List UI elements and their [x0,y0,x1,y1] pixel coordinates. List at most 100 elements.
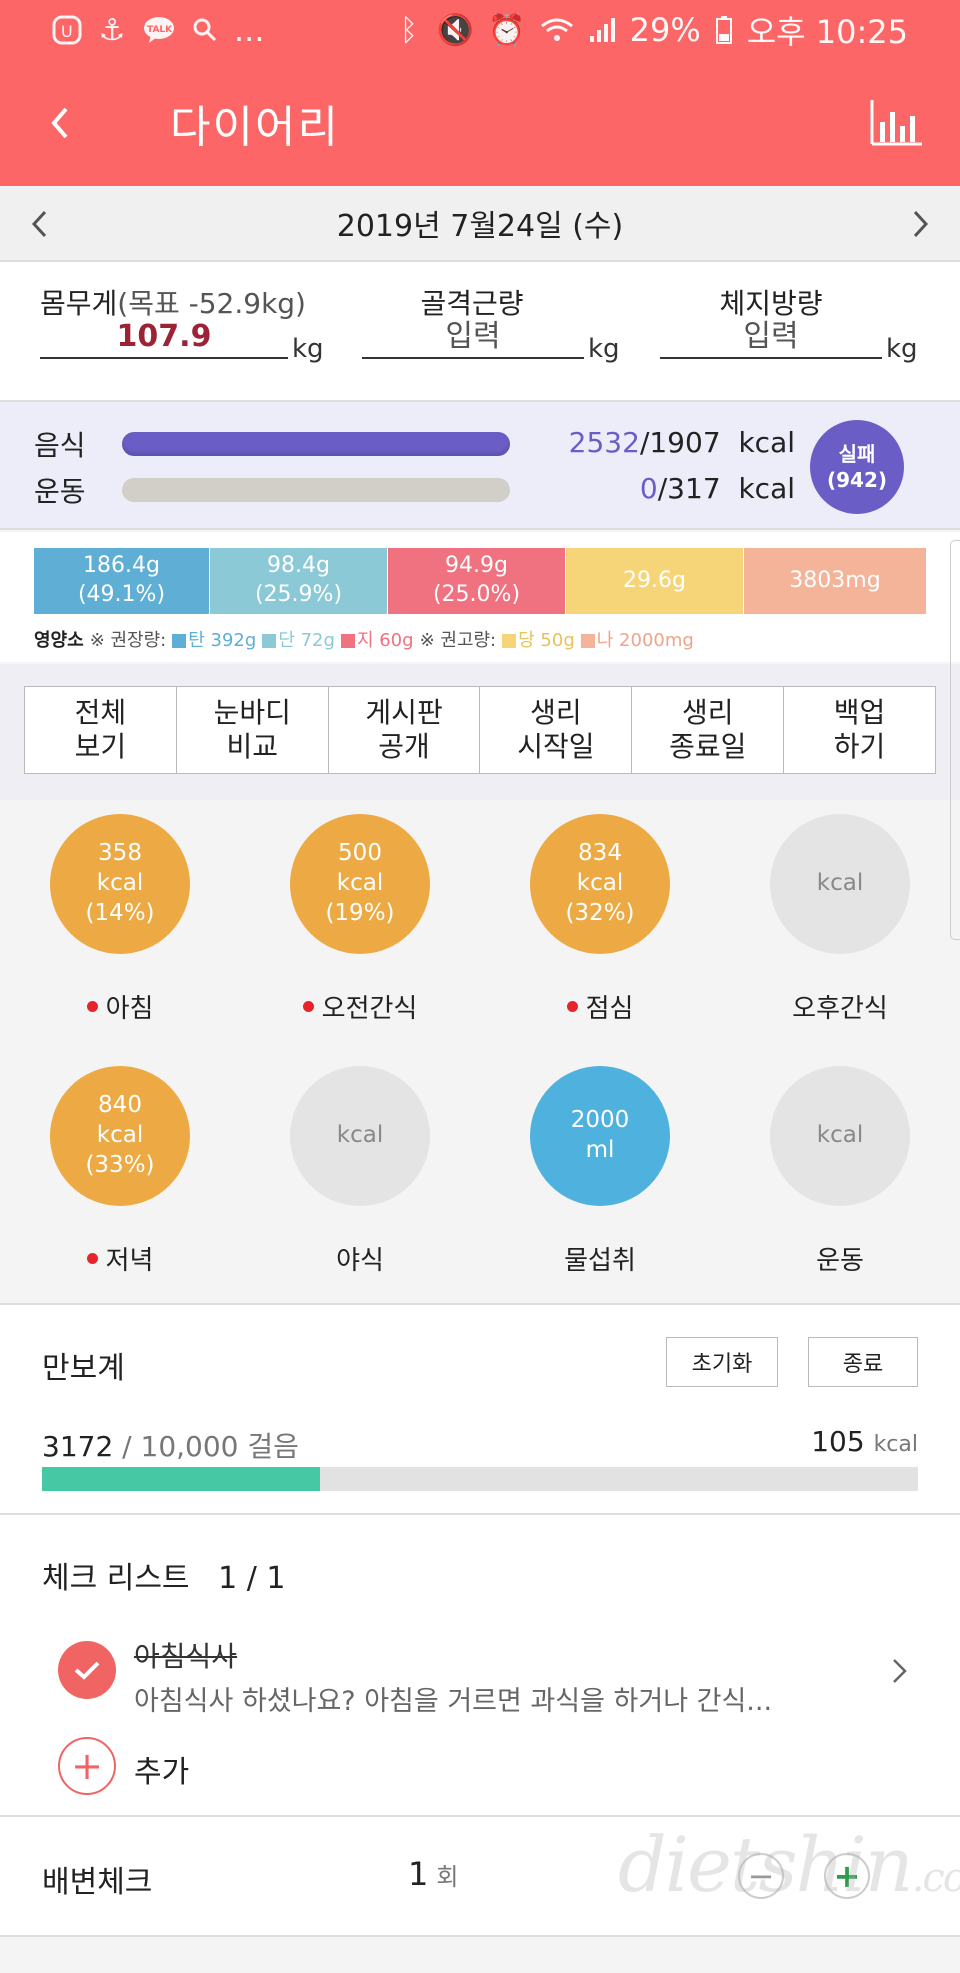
exercise-unit: kcal [738,472,795,505]
food-unit: kcal [738,426,795,459]
breakfast-circle[interactable]: 358 kcal (14%) [50,814,190,954]
limit-label: ※ 권고량: [419,630,497,651]
statistics-button[interactable] [864,90,930,156]
svg-text:TALK: TALK [147,25,173,35]
decrease-button[interactable]: − [738,1853,784,1899]
result-badge: 실패 (942) [810,420,904,514]
legend-protein: 단 72g [262,626,335,652]
anchor-icon: ⚓ [98,12,126,48]
checklist-section: 체크 리스트 1 / 1 아침식사 아침식사 하셨나요? 아침을 거르면 과식을… [0,1515,960,1817]
food-progress-bar [122,432,510,456]
search-icon [193,18,217,42]
scroll-indicator [950,540,960,940]
checklist-item-title[interactable]: 아침식사 [134,1640,238,1673]
morning-snack-circle[interactable]: 500 kcal (19%) [290,814,430,954]
food-target: /1907 [639,426,721,459]
period-start-button[interactable]: 생리 시작일 [480,687,633,773]
carb-segment: 186.4g (49.1%) [34,548,210,614]
recorded-dot [566,1001,578,1012]
add-checklist-button[interactable]: 추가 [134,1755,190,1790]
legend-title: 영양소 [34,630,84,651]
lunch-circle[interactable]: 834 kcal (32%) [530,814,670,954]
meal-breakfast[interactable]: 358 kcal (14%) 아침 [0,800,240,1050]
chevron-right-icon[interactable] [890,1655,908,1695]
status-bar: U ⚓ TALK ... ᛒ 🔇 ⏰ 29% 오후 10:25 [0,0,960,60]
protein-segment: 98.4g (25.9%) [210,548,388,614]
action-grid: 전체 보기 눈바디 비교 게시판 공개 생리 시작일 생리 종료일 백업 하기 [24,686,936,774]
wifi-icon [540,18,573,41]
fat-amount: 94.9g [445,553,508,579]
nutrient-bar: 186.4g (49.1%) 98.4g (25.9%) 94.9g (25.0%) … [34,548,926,614]
dinner-unit: kcal [96,1122,144,1149]
breakfast-label: 아침 [0,988,240,1025]
dinner-circle[interactable]: 840 kcal (33%) [50,1066,190,1206]
back-button[interactable] [0,60,120,186]
current-date[interactable]: 2019년 7월24일 (수) [336,209,624,244]
lunch-kcal: 834 [578,840,622,867]
lunch-label: 점심 [480,988,720,1025]
legend-carb: 탄 392g [172,626,256,652]
morning-snack-label-text: 오전간식 [321,994,418,1024]
page-title: 다이어리 [170,102,340,153]
watermark-suffix: .com [911,1855,960,1901]
water-circle[interactable]: 2000 ml [530,1066,670,1206]
meal-dinner[interactable]: 840 kcal (33%) 저녁 [0,1052,240,1302]
previous-day-button[interactable] [0,186,80,262]
weight-label: 몸무게(목표 -52.9kg) [40,282,320,322]
water-label: 물섭취 [564,1246,636,1276]
increase-button[interactable]: + [824,1853,870,1899]
meal-exercise[interactable]: kcal 운동 [720,1052,960,1302]
mute-icon: 🔇 [436,12,475,48]
sugar-amount: 29.6g [623,567,686,593]
reset-button[interactable]: 초기화 [666,1337,778,1387]
back-arrow-icon [51,107,68,139]
meal-late-snack[interactable]: kcal 야식 [240,1052,480,1302]
checkmark-icon[interactable] [58,1641,116,1699]
svg-text:U: U [61,22,73,41]
view-all-button[interactable]: 전체 보기 [25,687,177,773]
muscle-field-group: 골격근량 [362,282,582,392]
stop-button[interactable]: 종료 [808,1337,918,1387]
bottom-spacer [0,1937,960,1973]
exercise-circle[interactable]: kcal [770,1066,910,1206]
weight-input[interactable]: 107.9 [40,317,288,359]
food-current: 2532 [568,426,640,459]
meal-lunch[interactable]: 834 kcal (32%) 점심 [480,800,720,1050]
status-left: U ⚓ TALK ... [52,11,265,49]
meal-afternoon-snack[interactable]: kcal 오후간식 [720,800,960,1050]
nutrient-summary: 186.4g (49.1%) 98.4g (25.9%) 94.9g (25.0%) … [0,532,960,662]
bodyfat-field-group: 체지방량 [660,282,882,392]
period-end-button[interactable]: 생리 종료일 [632,687,785,773]
add-icon[interactable]: + [58,1737,116,1795]
meal-morning-snack[interactable]: 500 kcal (19%) 오전간식 [240,800,480,1050]
morning-snack-kcal: 500 [338,840,382,867]
bowel-count-unit: 회 [436,1863,459,1891]
muscle-label: 골격근량 [420,287,524,320]
board-share-button[interactable]: 게시판 공개 [329,687,481,773]
backup-button[interactable]: 백업 하기 [833,696,886,763]
bodyfat-input[interactable]: 입력 [660,317,882,359]
breakfast-label-text: 아침 [105,994,154,1024]
legend-sugar-text: 당 50g [518,630,575,651]
bowel-title: 배변체크 [42,1865,153,1900]
result-status: 실패 [838,442,876,466]
carb-percent: (49.1%) [77,582,166,607]
water-unit: ml [585,1137,615,1163]
protein-amount: 98.4g [267,553,330,579]
app-bar: 다이어리 [0,60,960,186]
bluetooth-icon: ᛒ [399,12,418,48]
exercise-calories: 0/317 kcal [640,472,795,505]
muscle-input[interactable]: 입력 [362,317,584,359]
next-day-button[interactable] [880,186,960,262]
clock: 오후 10:25 [746,13,908,51]
body-compare-button[interactable]: 눈바디 비교 [177,687,329,773]
late-snack-circle[interactable]: kcal [290,1066,430,1206]
meal-water[interactable]: 2000 ml 물섭취 [480,1052,720,1302]
weight-goal: (목표 -52.9kg) [117,287,306,320]
weight-unit: kg [292,334,324,364]
afternoon-snack-circle[interactable]: kcal [770,814,910,954]
checklist-item-description[interactable]: 아침식사 하셨나요? 아침을 거르면 과식을 하거나 간식... [134,1686,773,1717]
lunch-percent: (32%) [565,899,635,926]
